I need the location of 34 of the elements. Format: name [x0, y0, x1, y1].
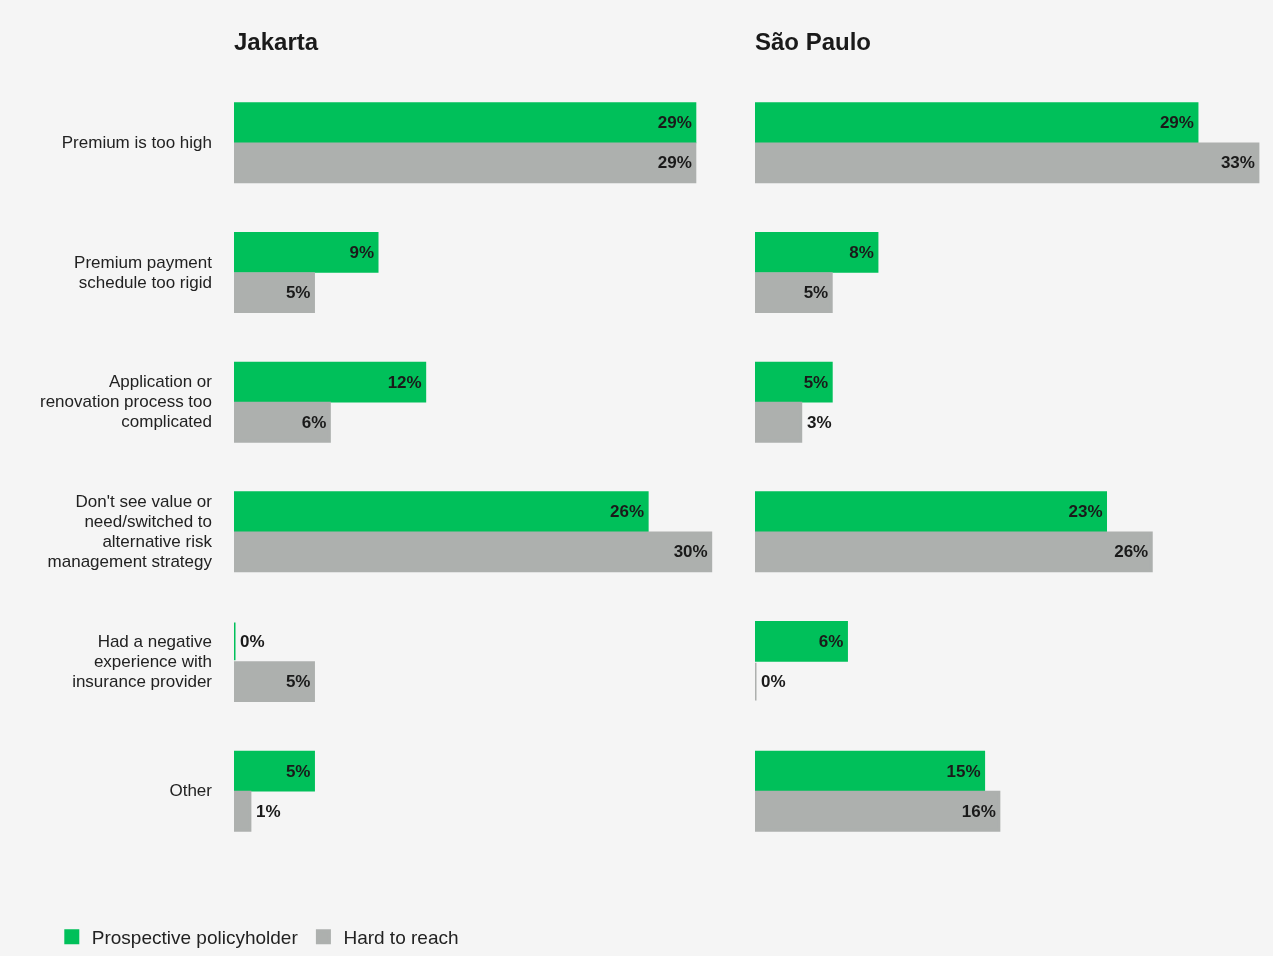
data-label: 33% [1220, 153, 1255, 173]
y-tick-label: Premium payment schedule too rigid [73, 252, 212, 293]
legend-label: Prospective policyholder [91, 927, 299, 949]
y-tick-label: Had a negative experience with insurance provider [71, 631, 212, 692]
data-label: 12% [387, 372, 422, 392]
data-label: 3% [807, 413, 832, 432]
data-label: 29% [657, 153, 692, 173]
legend-label: Hard to reach [343, 927, 459, 949]
data-label: 5% [803, 372, 829, 392]
y-tick-label: Application or renovation process too complicated [39, 372, 212, 433]
data-label: 29% [657, 113, 692, 133]
data-label: 6% [301, 412, 327, 432]
data-label: 8% [849, 242, 874, 262]
data-label: 1% [256, 802, 281, 821]
y-tick-label: Other [168, 781, 212, 802]
data-label: 23% [1068, 502, 1103, 522]
data-label: 6% [818, 631, 844, 651]
data-label: 5% [285, 761, 311, 781]
chart-title: Jakarta [234, 28, 319, 56]
data-label: 5% [285, 283, 311, 303]
data-label: 15% [946, 761, 981, 781]
data-label: 30% [673, 542, 708, 562]
y-tick-label: Premium is too high [60, 132, 212, 153]
data-label: 26% [1114, 542, 1149, 562]
y-tick-label: Don't see value or need/switched to alternative risk management strategy [46, 491, 212, 572]
data-label: 0% [761, 672, 786, 691]
data-label: 5% [803, 283, 829, 303]
data-label: 5% [285, 672, 311, 692]
data-label: 0% [240, 632, 265, 651]
chart-title: São Paulo [755, 28, 872, 56]
data-label: 16% [961, 801, 996, 821]
data-label: 9% [349, 242, 375, 262]
data-label: 29% [1159, 113, 1194, 133]
data-label: 26% [610, 502, 645, 522]
